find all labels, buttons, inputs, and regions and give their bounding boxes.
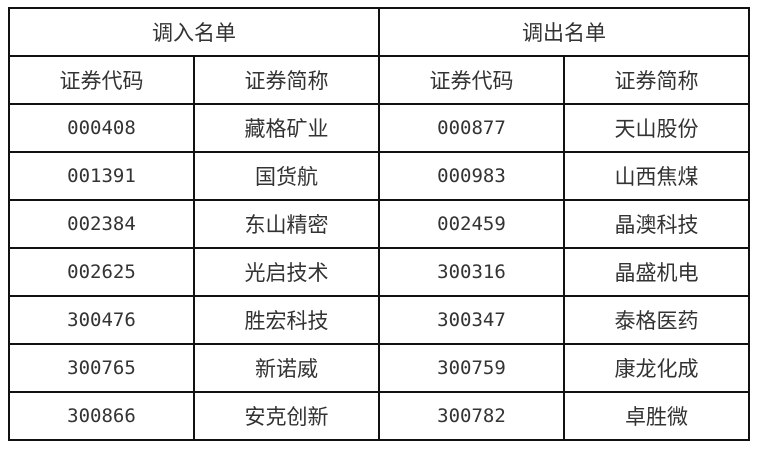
security-code-cell: 002459 bbox=[378, 199, 565, 249]
table-row: 002625 光启技术 300316 晶盛机电 bbox=[8, 247, 750, 297]
security-code-cell: 001391 bbox=[8, 151, 195, 201]
group-header-added: 调入名单 bbox=[8, 7, 380, 57]
security-code-cell: 300866 bbox=[8, 391, 195, 441]
security-name-cell: 山西焦煤 bbox=[563, 151, 750, 201]
security-code-cell: 300476 bbox=[8, 295, 195, 345]
security-name-cell: 晶澳科技 bbox=[563, 199, 750, 249]
column-header: 证券简称 bbox=[563, 55, 750, 105]
security-name-cell: 光启技术 bbox=[193, 247, 380, 297]
table-row: 002384 东山精密 002459 晶澳科技 bbox=[8, 199, 750, 249]
security-name-cell: 安克创新 bbox=[193, 391, 380, 441]
security-name-cell: 胜宏科技 bbox=[193, 295, 380, 345]
security-code-cell: 300316 bbox=[378, 247, 565, 297]
security-name-cell: 康龙化成 bbox=[563, 343, 750, 393]
column-header: 证券代码 bbox=[378, 55, 565, 105]
security-name-cell: 国货航 bbox=[193, 151, 380, 201]
security-name-cell: 东山精密 bbox=[193, 199, 380, 249]
security-code-cell: 300759 bbox=[378, 343, 565, 393]
security-code-cell: 000877 bbox=[378, 103, 565, 153]
security-name-cell: 藏格矿业 bbox=[193, 103, 380, 153]
security-code-cell: 300765 bbox=[8, 343, 195, 393]
column-header: 证券简称 bbox=[193, 55, 380, 105]
security-code-cell: 000983 bbox=[378, 151, 565, 201]
security-name-cell: 新诺威 bbox=[193, 343, 380, 393]
column-header-row: 证券代码 证券简称 证券代码 证券简称 bbox=[8, 55, 750, 105]
table-row: 000408 藏格矿业 000877 天山股份 bbox=[8, 103, 750, 153]
table-row: 300866 安克创新 300782 卓胜微 bbox=[8, 391, 750, 441]
security-code-cell: 300347 bbox=[378, 295, 565, 345]
security-name-cell: 晶盛机电 bbox=[563, 247, 750, 297]
table-row: 300765 新诺威 300759 康龙化成 bbox=[8, 343, 750, 393]
security-code-cell: 300782 bbox=[378, 391, 565, 441]
column-header: 证券代码 bbox=[8, 55, 195, 105]
table-row: 001391 国货航 000983 山西焦煤 bbox=[8, 151, 750, 201]
security-code-cell: 002384 bbox=[8, 199, 195, 249]
security-code-cell: 002625 bbox=[8, 247, 195, 297]
group-header-removed: 调出名单 bbox=[378, 7, 750, 57]
group-header-row: 调入名单 调出名单 bbox=[8, 7, 750, 57]
index-adjustment-table: 调入名单 调出名单 证券代码 证券简称 证券代码 证券简称 000408 藏格矿业… bbox=[8, 7, 750, 441]
table-row: 300476 胜宏科技 300347 泰格医药 bbox=[8, 295, 750, 345]
security-name-cell: 卓胜微 bbox=[563, 391, 750, 441]
security-code-cell: 000408 bbox=[8, 103, 195, 153]
security-name-cell: 天山股份 bbox=[563, 103, 750, 153]
security-name-cell: 泰格医药 bbox=[563, 295, 750, 345]
